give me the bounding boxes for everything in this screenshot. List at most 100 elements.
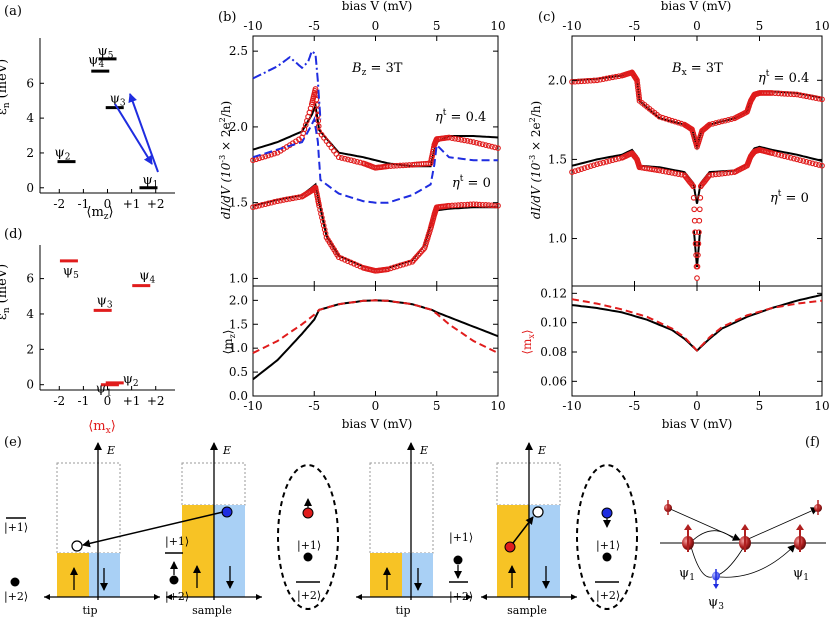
panel-b-upper-plot bbox=[250, 49, 501, 274]
data-point bbox=[479, 141, 486, 148]
electron-red-dot bbox=[504, 541, 516, 553]
data-point bbox=[722, 117, 728, 124]
data-point bbox=[259, 154, 266, 161]
data-point bbox=[689, 182, 696, 188]
atom-psi1-left bbox=[682, 524, 694, 552]
data-point bbox=[809, 94, 816, 101]
x-tick-label: 0 bbox=[104, 394, 112, 408]
data-point bbox=[656, 113, 663, 120]
energy-level-label: ψ1 bbox=[142, 173, 158, 190]
panel-b-bottom-xlabel: bias V (mV) bbox=[342, 417, 413, 431]
data-point bbox=[348, 157, 354, 164]
y-tick-label: 2.0 bbox=[229, 120, 248, 134]
series-red-dashed-1 bbox=[252, 299, 499, 354]
sample-block-1: E sample bbox=[166, 442, 262, 617]
data-point bbox=[425, 232, 432, 239]
x-tick-label: +1 bbox=[123, 394, 141, 408]
data-point bbox=[725, 117, 732, 123]
data-point bbox=[338, 255, 345, 262]
data-point bbox=[485, 202, 492, 208]
electron-blue-dot bbox=[221, 506, 233, 518]
data-point bbox=[609, 157, 616, 164]
data-point bbox=[594, 161, 600, 168]
panel-c-eta-04: ηt = 0.4 bbox=[758, 69, 809, 86]
panel-d-frame bbox=[39, 245, 175, 391]
energy-level-label: ψ3 bbox=[97, 293, 113, 310]
data-point bbox=[473, 139, 480, 146]
tunneling-arrow bbox=[82, 511, 224, 548]
energy-level-label: ψ4 bbox=[88, 53, 104, 70]
data-point bbox=[769, 90, 775, 96]
data-point bbox=[406, 259, 413, 266]
data-point bbox=[635, 85, 641, 91]
data-point bbox=[784, 154, 791, 160]
data-point bbox=[636, 92, 642, 99]
y-tick-label: 0.12 bbox=[540, 286, 567, 300]
x-tick-label: -2 bbox=[53, 394, 65, 408]
y-tick-label: 0.5 bbox=[229, 365, 248, 379]
data-point bbox=[816, 95, 822, 102]
panel-c-upper-plot bbox=[569, 69, 825, 281]
data-point bbox=[277, 197, 284, 204]
data-point bbox=[485, 142, 492, 149]
data-point bbox=[606, 75, 613, 81]
data-point bbox=[464, 201, 471, 208]
data-point bbox=[719, 118, 725, 125]
data-point bbox=[473, 201, 480, 208]
data-point bbox=[293, 194, 299, 201]
x-tick-label-top: -5 bbox=[629, 19, 641, 33]
data-point bbox=[578, 78, 585, 85]
y-tick-label: 0.0 bbox=[229, 389, 248, 403]
electron-dot bbox=[169, 575, 179, 585]
x-tick-label-top: 0 bbox=[693, 19, 701, 33]
panel-b-lower-plot bbox=[252, 299, 499, 381]
energy-axis-label: E bbox=[537, 444, 546, 457]
hole-circle bbox=[532, 506, 544, 518]
data-point bbox=[449, 135, 455, 141]
data-point bbox=[784, 91, 791, 97]
ket-plus2-ellipse-2: |+2⟩ bbox=[596, 589, 620, 603]
y-tick-label: 2 bbox=[26, 146, 34, 160]
data-point bbox=[666, 116, 672, 123]
y-tick-label: 4 bbox=[26, 307, 34, 321]
panel-b-eta-0: ηt = 0 bbox=[452, 174, 491, 191]
panel-d-ylabel: εn (meV) bbox=[0, 264, 12, 320]
spin-state-ellipse-1: |+1⟩ |+2⟩ bbox=[277, 464, 339, 610]
x-tick-label-bottom: -5 bbox=[629, 399, 641, 413]
data-point bbox=[587, 163, 594, 169]
atom-small-right bbox=[814, 500, 822, 515]
y-tick-label: 2.0 bbox=[229, 293, 248, 307]
x-tick-label-top: -10 bbox=[243, 19, 262, 33]
data-point bbox=[591, 162, 597, 169]
data-point bbox=[666, 169, 672, 176]
data-point bbox=[672, 118, 678, 125]
psi1-left-label: ψ1 bbox=[679, 566, 695, 583]
panel-c-field-label: Bx = 3T bbox=[671, 61, 723, 78]
data-point bbox=[778, 152, 785, 159]
data-point bbox=[659, 114, 666, 121]
energy-level-label: ψ1 bbox=[96, 382, 112, 399]
data-point bbox=[397, 262, 403, 269]
data-point bbox=[816, 162, 822, 168]
electron-red-dot bbox=[302, 507, 314, 519]
ket-plus2-mid-2: |+2⟩ bbox=[449, 590, 473, 604]
panel-b-label: (b) bbox=[218, 10, 236, 25]
panel-c-label: (c) bbox=[538, 10, 555, 25]
data-point bbox=[725, 170, 732, 176]
data-point bbox=[722, 170, 728, 177]
x-tick-label-top: 5 bbox=[756, 19, 764, 33]
data-point bbox=[584, 78, 591, 84]
ket-plus1-mid: |+1⟩ bbox=[165, 535, 189, 549]
series-black-4 bbox=[252, 182, 498, 271]
panel-c-ylabel: dI/dV (10-3 × 2e2/h) bbox=[528, 101, 543, 219]
data-point bbox=[654, 167, 660, 173]
arrow-up-icon bbox=[128, 93, 159, 173]
dashed-ellipse bbox=[277, 464, 339, 610]
panel-b-field-label: Bz = 3T bbox=[351, 61, 403, 78]
data-point bbox=[772, 151, 778, 157]
data-point bbox=[709, 171, 716, 178]
data-point bbox=[479, 201, 486, 208]
x-tick-label-bottom: -10 bbox=[243, 399, 262, 413]
data-point bbox=[803, 93, 810, 100]
data-point bbox=[455, 136, 462, 143]
